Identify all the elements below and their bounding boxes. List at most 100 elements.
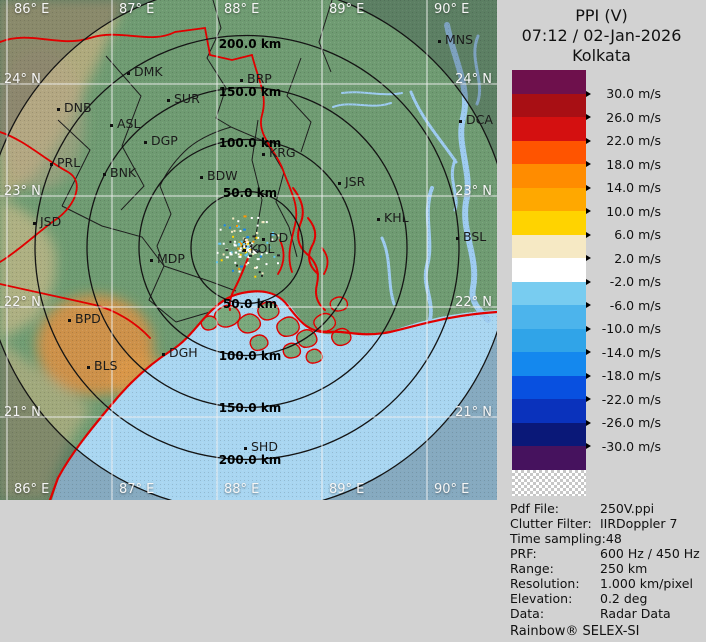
colorbar-tick: 10.0 m/s bbox=[586, 203, 661, 219]
info-label: PRF: bbox=[510, 546, 537, 561]
velocity-colorbar bbox=[512, 70, 586, 470]
colorbar-block bbox=[512, 93, 586, 118]
colorbar-block bbox=[512, 234, 586, 259]
colorbar-block bbox=[512, 117, 586, 141]
info-value: 250V.ppi bbox=[600, 501, 655, 516]
tick-arrow-icon bbox=[586, 161, 591, 168]
graticule bbox=[0, 0, 497, 500]
tick-label: -30.0 m/s bbox=[601, 438, 661, 454]
colorbar-block bbox=[512, 140, 586, 165]
colorbar-block bbox=[512, 305, 586, 329]
colorbar-tick: -30.0 m/s bbox=[586, 438, 661, 454]
tick-arrow-icon bbox=[586, 137, 591, 144]
colorbar-block bbox=[512, 187, 586, 212]
tick-arrow-icon bbox=[586, 255, 591, 262]
tick-label: 18.0 m/s bbox=[606, 156, 661, 172]
station-name: Kolkata bbox=[572, 46, 631, 65]
colorbar-block bbox=[512, 352, 586, 376]
colorbar-tick: 14.0 m/s bbox=[586, 180, 661, 196]
tick-arrow-icon bbox=[586, 90, 591, 97]
colorbar-tick: 6.0 m/s bbox=[586, 227, 661, 243]
tick-label: 6.0 m/s bbox=[614, 227, 661, 243]
map-geography bbox=[0, 0, 497, 500]
colorbar-tick: 2.0 m/s bbox=[586, 251, 661, 266]
colorbar-block bbox=[512, 446, 586, 470]
tick-label: -10.0 m/s bbox=[601, 321, 661, 337]
colorbar-block bbox=[512, 258, 586, 282]
tick-arrow-icon bbox=[586, 396, 591, 403]
tick-label: 14.0 m/s bbox=[606, 180, 661, 196]
no-data-swatch bbox=[512, 470, 586, 496]
tick-label: -2.0 m/s bbox=[609, 274, 661, 290]
tick-label: -26.0 m/s bbox=[601, 415, 661, 431]
colorbar-block bbox=[512, 399, 586, 423]
scan-timestamp: 07:12 / 02-Jan-2026 bbox=[521, 26, 682, 45]
colorbar-tick: -22.0 m/s bbox=[586, 391, 661, 407]
colorbar-tick-labels: 30.0 m/s 26.0 m/s 22.0 m/s 18.0 m/s 14.0 m/s… bbox=[586, 70, 701, 474]
colorbar-block bbox=[512, 211, 586, 235]
tick-arrow-icon bbox=[586, 208, 591, 215]
tick-arrow-icon bbox=[586, 231, 591, 238]
tick-arrow-icon bbox=[586, 419, 591, 426]
tick-arrow-icon bbox=[586, 372, 591, 379]
tick-label: -22.0 m/s bbox=[601, 391, 661, 407]
colorbar-tick: -26.0 m/s bbox=[586, 415, 661, 431]
info-value: 600 Hz / 450 Hz bbox=[600, 546, 700, 561]
colorbar-tick: 26.0 m/s bbox=[586, 109, 661, 125]
colorbar-block bbox=[512, 422, 586, 447]
tick-label: -18.0 m/s bbox=[601, 368, 661, 384]
colorbar-block bbox=[512, 328, 586, 353]
info-value: 48 bbox=[605, 531, 622, 546]
tick-label: 26.0 m/s bbox=[606, 109, 661, 125]
tick-arrow-icon bbox=[586, 114, 591, 121]
map-texture bbox=[0, 0, 497, 500]
colorbar-block bbox=[512, 164, 586, 188]
info-row: Elevation: 0.2 deg bbox=[510, 591, 703, 606]
info-row: Resolution: 1.000 km/pixel bbox=[510, 576, 703, 591]
colorbar-block bbox=[512, 281, 586, 306]
info-label: Elevation: bbox=[510, 591, 573, 606]
colorbar-block bbox=[512, 70, 586, 94]
tick-label: -6.0 m/s bbox=[609, 297, 661, 313]
scan-info-table: Pdf File: 250V.ppi Clutter Filter: IIRDoppl… bbox=[510, 501, 703, 621]
info-value: IIRDoppler 7 bbox=[600, 516, 678, 531]
colorbar-tick: -14.0 m/s bbox=[586, 344, 661, 360]
colorbar-tick: -18.0 m/s bbox=[586, 368, 661, 384]
info-value: Radar Data bbox=[600, 606, 671, 621]
tick-arrow-icon bbox=[586, 349, 591, 356]
info-row: Data: Radar Data bbox=[510, 606, 703, 621]
product-title: PPI (V) bbox=[575, 6, 628, 25]
info-row: Time sampling: 48 bbox=[510, 531, 703, 546]
colorbar-tick: -6.0 m/s bbox=[586, 297, 661, 313]
tick-label: -14.0 m/s bbox=[601, 344, 661, 360]
info-label: Pdf File: bbox=[510, 501, 559, 516]
tick-label: 10.0 m/s bbox=[606, 203, 661, 219]
colorbar-tick: -10.0 m/s bbox=[586, 321, 661, 337]
range-rings bbox=[0, 0, 497, 500]
info-row: Clutter Filter: IIRDoppler 7 bbox=[510, 516, 703, 531]
info-value: 1.000 km/pixel bbox=[600, 576, 693, 591]
out-of-range-shade bbox=[0, 0, 497, 500]
tick-arrow-icon bbox=[586, 325, 591, 332]
info-label: Data: bbox=[510, 606, 545, 621]
info-row: Range: 250 km bbox=[510, 561, 703, 576]
colorbar-tick: 18.0 m/s bbox=[586, 156, 661, 172]
colorbar-tick: -2.0 m/s bbox=[586, 274, 661, 290]
info-label: Time sampling: bbox=[510, 531, 606, 546]
info-value: 0.2 deg bbox=[600, 591, 648, 606]
info-value: 250 km bbox=[600, 561, 648, 576]
map-viewport[interactable]: 86° E 86° E 87° E 87° E 88° E 88° E 89° E 89° E… bbox=[0, 0, 497, 500]
info-row: Pdf File: 250V.ppi bbox=[510, 501, 703, 516]
info-row: PRF: 600 Hz / 450 Hz bbox=[510, 546, 703, 561]
tick-arrow-icon bbox=[586, 278, 591, 285]
tick-label: 30.0 m/s bbox=[606, 86, 661, 102]
info-label: Clutter Filter: bbox=[510, 516, 592, 531]
tick-arrow-icon bbox=[586, 302, 591, 309]
side-panel: PPI (V) 07:12 / 02-Jan-2026 Kolkata 30.0… bbox=[497, 0, 706, 642]
info-label: Resolution: bbox=[510, 576, 580, 591]
tick-arrow-icon bbox=[586, 443, 591, 450]
colorbar-tick: 22.0 m/s bbox=[586, 133, 661, 149]
tick-arrow-icon bbox=[586, 184, 591, 191]
tick-label: 22.0 m/s bbox=[606, 133, 661, 149]
